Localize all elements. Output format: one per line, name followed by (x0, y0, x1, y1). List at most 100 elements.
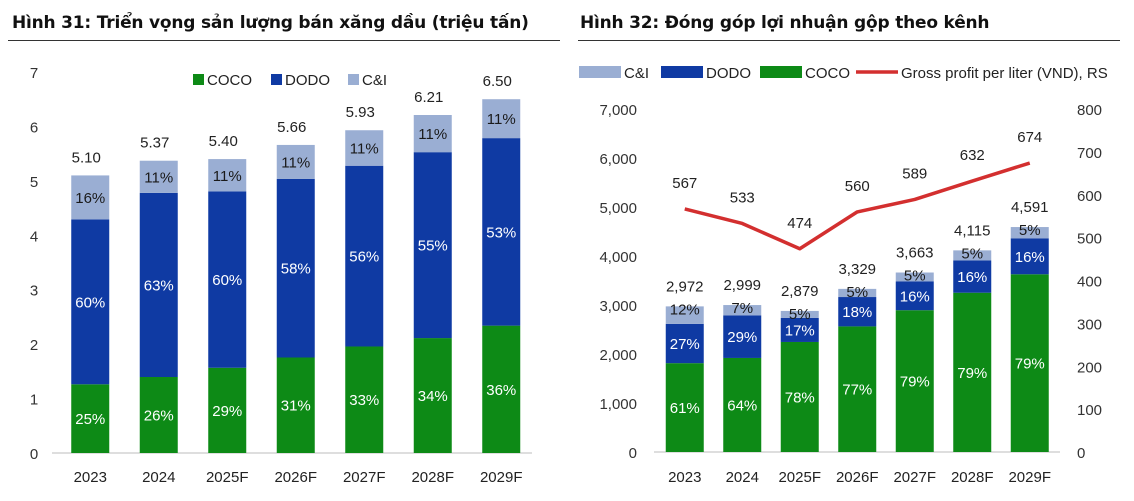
x-tick-label: 2026F (274, 469, 317, 486)
bar-segment-coco (71, 384, 110, 453)
bar-segment-coco (276, 357, 315, 453)
bar-segment-dodo (482, 138, 521, 326)
y2-tick-label: 100 (1077, 402, 1102, 419)
y-tick-label: 4,000 (599, 249, 637, 266)
line-data-label: 474 (787, 215, 812, 232)
y-tick-label: 7,000 (599, 102, 637, 119)
bar-segment-dodo (665, 323, 704, 364)
gross-profit-stacked-bar-chart: 0 1,000 2,000 3,000 4,000 5,000 6,000 7,000 0 100… (579, 65, 1108, 486)
data-label: 11% (350, 140, 379, 157)
bar-segment-coco (838, 326, 877, 452)
data-label: 63% (144, 277, 174, 294)
bar-segment-dodo (413, 152, 452, 339)
bar-segment-coco (665, 363, 704, 452)
y-tick-label: 3,000 (599, 298, 637, 315)
y2-tick-label: 400 (1077, 274, 1102, 291)
x-tick-label: 2028F (951, 469, 994, 486)
y2-tick-label: 600 (1077, 188, 1102, 205)
total-label: 5.40 (209, 133, 238, 150)
bar-segment-coco (1010, 274, 1049, 452)
bar-segment-dodo (780, 317, 819, 342)
total-label: 6.50 (483, 73, 512, 90)
legend-label: C&I (362, 72, 387, 89)
data-label: 18% (842, 304, 872, 321)
bar-segment-coco (413, 338, 452, 453)
data-label: 64% (727, 397, 757, 414)
legend-swatch (271, 74, 282, 85)
chart-title-left: Hình 31: Triển vọng sản lượng bán xăng d… (12, 13, 529, 33)
y-tick-label: 1,000 (599, 396, 637, 413)
x-tick-label: 2028F (411, 469, 454, 486)
total-label: 5.66 (277, 119, 306, 136)
bar-segment-ci (838, 288, 877, 298)
bar-segment-ci (665, 306, 704, 324)
x-tick-label: 2025F (778, 469, 821, 486)
bar-segment-dodo (1010, 238, 1049, 275)
total-label: 5.10 (72, 149, 101, 166)
data-label: 53% (486, 224, 516, 241)
data-label: 31% (281, 398, 311, 415)
data-label: 29% (727, 329, 757, 346)
x-tick-label: 2029F (480, 469, 523, 486)
legend-swatch (193, 74, 204, 85)
bar-segment-dodo (838, 297, 877, 327)
bar-segment-coco (345, 346, 384, 453)
legend-label: C&I (624, 65, 649, 82)
legend-swatch (348, 74, 359, 85)
data-label: 16% (957, 269, 987, 286)
bar-segment-dodo (71, 219, 110, 385)
x-tick-label: 2027F (343, 469, 386, 486)
data-label: 79% (1015, 356, 1045, 373)
y-tick-label: 5 (30, 174, 38, 191)
data-label: 77% (842, 382, 872, 399)
bar-segment-dodo (723, 315, 762, 358)
data-label: 16% (75, 190, 105, 207)
x-tick-label: 2023 (668, 469, 701, 486)
data-label: 5% (1019, 222, 1041, 239)
data-label: 33% (349, 392, 379, 409)
y-tick-label: 0 (30, 446, 38, 463)
data-label: 17% (785, 322, 815, 339)
legend-swatch (661, 66, 703, 78)
bar-segment-ci (345, 130, 384, 166)
legend-label: DODO (706, 65, 751, 82)
line-data-label: 533 (730, 189, 755, 206)
data-label: 78% (785, 389, 815, 406)
total-label: 5.37 (140, 135, 169, 152)
bar-segment-ci (208, 159, 247, 192)
line-data-label: 567 (672, 175, 697, 192)
data-label: 61% (670, 400, 700, 417)
y2-tick-label: 0 (1077, 445, 1085, 462)
data-label: 11% (213, 168, 242, 185)
x-tick-label: 2026F (836, 469, 879, 486)
bar-segment-ci (780, 310, 819, 318)
x-tick-label: 2024 (726, 469, 759, 486)
bar-segment-coco (723, 357, 762, 452)
data-label: 56% (349, 249, 379, 266)
bar-segment-dodo (895, 281, 934, 311)
data-label: 11% (281, 154, 310, 171)
data-label: 11% (418, 126, 447, 143)
bar-segment-ci (895, 272, 934, 282)
bar-segment-ci (413, 114, 452, 153)
total-label: 2,999 (723, 277, 761, 294)
chart-title-right: Hình 32: Đóng góp lợi nhuận gộp theo kên… (580, 13, 990, 33)
data-label: 29% (212, 403, 242, 420)
y-tick-label: 0 (629, 445, 637, 462)
data-label: 36% (486, 382, 516, 399)
x-tick-label: 2023 (74, 469, 107, 486)
bar-segment-dodo (953, 260, 992, 293)
data-label: 60% (212, 272, 242, 289)
total-label: 2,972 (666, 278, 704, 295)
bar-segment-dodo (345, 165, 384, 347)
bar-segment-coco (895, 310, 934, 452)
y-tick-label: 6 (30, 119, 38, 136)
x-tick-label: 2025F (206, 469, 249, 486)
legend-swatch (579, 66, 621, 78)
y2-tick-label: 200 (1077, 359, 1102, 376)
legend-label: COCO (207, 72, 252, 89)
bar-segment-ci (482, 99, 521, 139)
data-label: 16% (900, 288, 930, 305)
legend-swatch (760, 66, 802, 78)
bar-segment-ci (71, 175, 110, 220)
